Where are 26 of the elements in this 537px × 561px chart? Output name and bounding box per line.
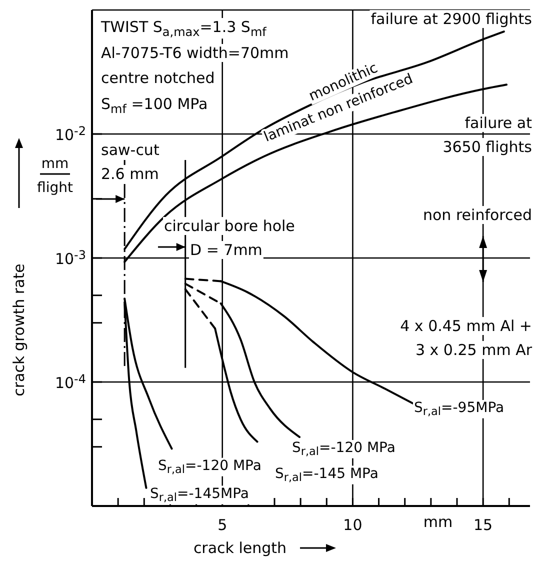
- y-tick-label: 10$^{-2}$: [54, 124, 86, 144]
- annotation: Al-7075-T6 width=70mm: [101, 44, 289, 62]
- annotation: 4 x 0.45 mm Al + 3 x 0.25 mm Ar: [400, 317, 533, 359]
- text: S$_{r,al}$=-145 MPa: [275, 466, 378, 484]
- annotation: failure at 3650 flights: [442, 114, 532, 156]
- text: mm: [423, 513, 453, 531]
- x-axis-title: crack length: [193, 539, 287, 557]
- x-tick-label: 10: [343, 516, 362, 534]
- annotation: failure at 2900 flights: [370, 10, 532, 28]
- annotation: non reinforced: [423, 206, 532, 224]
- annotation: TWIST S$_{a,max}$=1.3 S$_{mf}$: [100, 18, 268, 39]
- series-label: S$_{r,al}$=-95MPa: [414, 400, 504, 418]
- annotation: saw-cut 2.6 mm: [101, 141, 160, 183]
- annotation: circular bore hole D = 7mm: [164, 217, 295, 259]
- series-label: S$_{r,al}$=-145MPa: [150, 486, 249, 504]
- annotation: centre notched: [101, 69, 215, 87]
- series-label: S$_{r,al}$=-120 MPa: [292, 440, 396, 458]
- annotation: S$_{mf}$ =100 MPa: [101, 95, 208, 116]
- y-tick-label: 10$^{-4}$: [54, 372, 86, 392]
- x-tick-label: 5: [218, 516, 228, 534]
- y-tick-label: 10$^{-3}$: [54, 248, 86, 268]
- text: mm: [41, 156, 69, 172]
- x-tick-label: 15: [474, 516, 493, 534]
- y-axis-title: crack growth rate: [10, 264, 28, 396]
- series-label: S$_{r,al}$=-120 MPa: [158, 458, 262, 476]
- text: flight: [37, 180, 74, 196]
